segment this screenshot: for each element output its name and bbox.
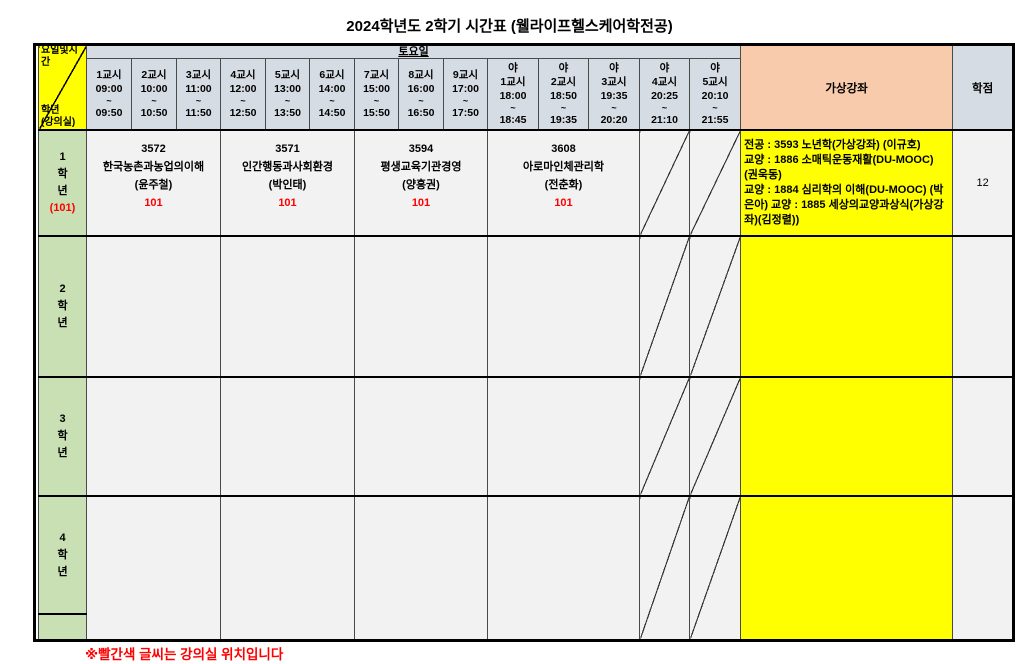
course-teacher: (양흥권) (402, 179, 440, 191)
night-period-header-4: 야 4교시 20:25 ~21:10 (639, 58, 690, 131)
virtual-course-cell-1: 전공 : 3593 노년학(가상강좌) (이규호) 교양 : 1886 소매틱운… (740, 129, 954, 237)
night-period-header-5: 야 5교시 20:10 ~21:55 (688, 58, 742, 131)
credits-cell-3 (952, 376, 1015, 497)
crossed-out-cell (688, 376, 742, 497)
course-teacher: (박인태) (268, 179, 307, 191)
header-band-row: 요일및시간 학년 (강의실) 토요일 가상강좌 학점 (34, 44, 1015, 641)
saturday-header: 토요일 (85, 44, 742, 59)
timetable-table: 요일및시간 학년 (강의실) 토요일 가상강좌 학점 1교시 09:00 ~09:50… (33, 43, 1016, 642)
course-code: 3572 (141, 143, 166, 155)
course-name: 아로마인체관리학 (523, 161, 604, 173)
course-teacher: (전춘화) (544, 179, 583, 191)
legend-note: ※빨간색 글씨는 강의실 위치입니다 (85, 647, 284, 662)
virtual-course-cell-4 (740, 495, 954, 641)
crossed-out-cell (639, 376, 690, 497)
course-cell-1: 3572 한국농촌과농업의이해 (윤주철) 101 (86, 129, 221, 237)
empty-course-cell (86, 495, 221, 641)
course-code: 3571 (275, 143, 300, 155)
empty-course-cell (487, 376, 640, 497)
crossed-out-cell (639, 495, 690, 641)
virtual-course-cell-3 (740, 376, 954, 497)
course-room: 101 (278, 197, 297, 209)
crossed-out-cell (688, 129, 742, 237)
course-teacher: (윤주철) (134, 179, 173, 191)
virtual-course-cell-2 (740, 235, 954, 378)
period-header-6: 6교시 14:00 ~14:50 (309, 58, 355, 131)
empty-course-cell (354, 376, 488, 497)
grade-4-sub-row (35, 613, 1014, 641)
period-header-7: 7교시 15:00 ~15:50 (354, 58, 399, 131)
period-header-1: 1교시 09:00 ~09:50 (86, 58, 132, 131)
empty-course-cell (220, 235, 355, 378)
crossed-out-cell (688, 495, 742, 641)
virtual-course-header: 가상강좌 (740, 44, 954, 131)
empty-course-cell (487, 235, 640, 378)
period-header-9: 9교시 17:00 ~17:50 (443, 58, 488, 131)
course-cell-3: 3594 평생교육기관경영 (양흥권) 101 (354, 129, 488, 237)
crossed-out-cell (639, 129, 690, 237)
empty-course-cell (354, 235, 488, 378)
empty-course-cell (86, 235, 221, 378)
credits-header: 학점 (952, 44, 1015, 131)
period-header-3: 3교시 11:00 ~11:50 (176, 58, 221, 131)
period-header-row: 1교시 09:00 ~09:50 2교시 10:00 ~10:50 3교시 11:00 ~1… (35, 58, 1014, 131)
period-header-2: 2교시 10:00 ~10:50 (131, 58, 177, 131)
corner-top-label: 요일및시간 (41, 45, 78, 68)
course-cell-2: 3571 인간행동과사회환경 (박인태) 101 (220, 129, 355, 237)
crossed-out-cell (688, 235, 742, 378)
empty-course-cell (354, 495, 488, 641)
crossed-out-cell (639, 235, 690, 378)
page-title: 2024학년도 2학기 시간표 (웰라이프헬스케어학전공) (346, 18, 673, 35)
corner-cell: 요일및시간 학년 (강의실) (38, 44, 87, 131)
empty-course-cell (86, 376, 221, 497)
period-header-4: 4교시 12:00 ~12:50 (220, 58, 266, 131)
night-period-header-3: 야 3교시 19:35 ~20:20 (588, 58, 640, 131)
course-room: 101 (411, 197, 431, 209)
empty-course-cell (220, 495, 355, 641)
course-name: 평생교육기관경영 (380, 161, 462, 173)
corner-bottom-label: 학년 (강의실) (41, 105, 76, 128)
course-room: 101 (144, 197, 163, 209)
course-code: 3594 (408, 143, 434, 155)
night-period-header-1: 야 1교시 18:00 ~18:45 (487, 58, 539, 131)
empty-course-cell (487, 495, 640, 641)
credits-cell-1: 12 (952, 129, 1015, 237)
credits-cell-2 (952, 235, 1015, 378)
course-code: 3608 (551, 143, 576, 155)
course-cell-4: 3608 아로마인체관리학 (전춘화) 101 (487, 129, 640, 237)
period-header-5: 5교시 13:00 ~13:50 (265, 58, 310, 131)
credits-cell-4 (952, 495, 1015, 641)
course-name: 인간행동과사회환경 (241, 161, 334, 173)
grade-4-empty-label-cell (38, 613, 87, 641)
grade-1-room: (101) (49, 202, 76, 214)
course-name: 한국농촌과농업의이해 (102, 161, 205, 173)
course-room: 101 (554, 197, 573, 209)
night-period-header-2: 야 2교시 18:50 ~19:35 (538, 58, 589, 131)
empty-course-cell (220, 376, 355, 497)
period-header-8: 8교시 16:00 ~16:50 (398, 58, 444, 131)
